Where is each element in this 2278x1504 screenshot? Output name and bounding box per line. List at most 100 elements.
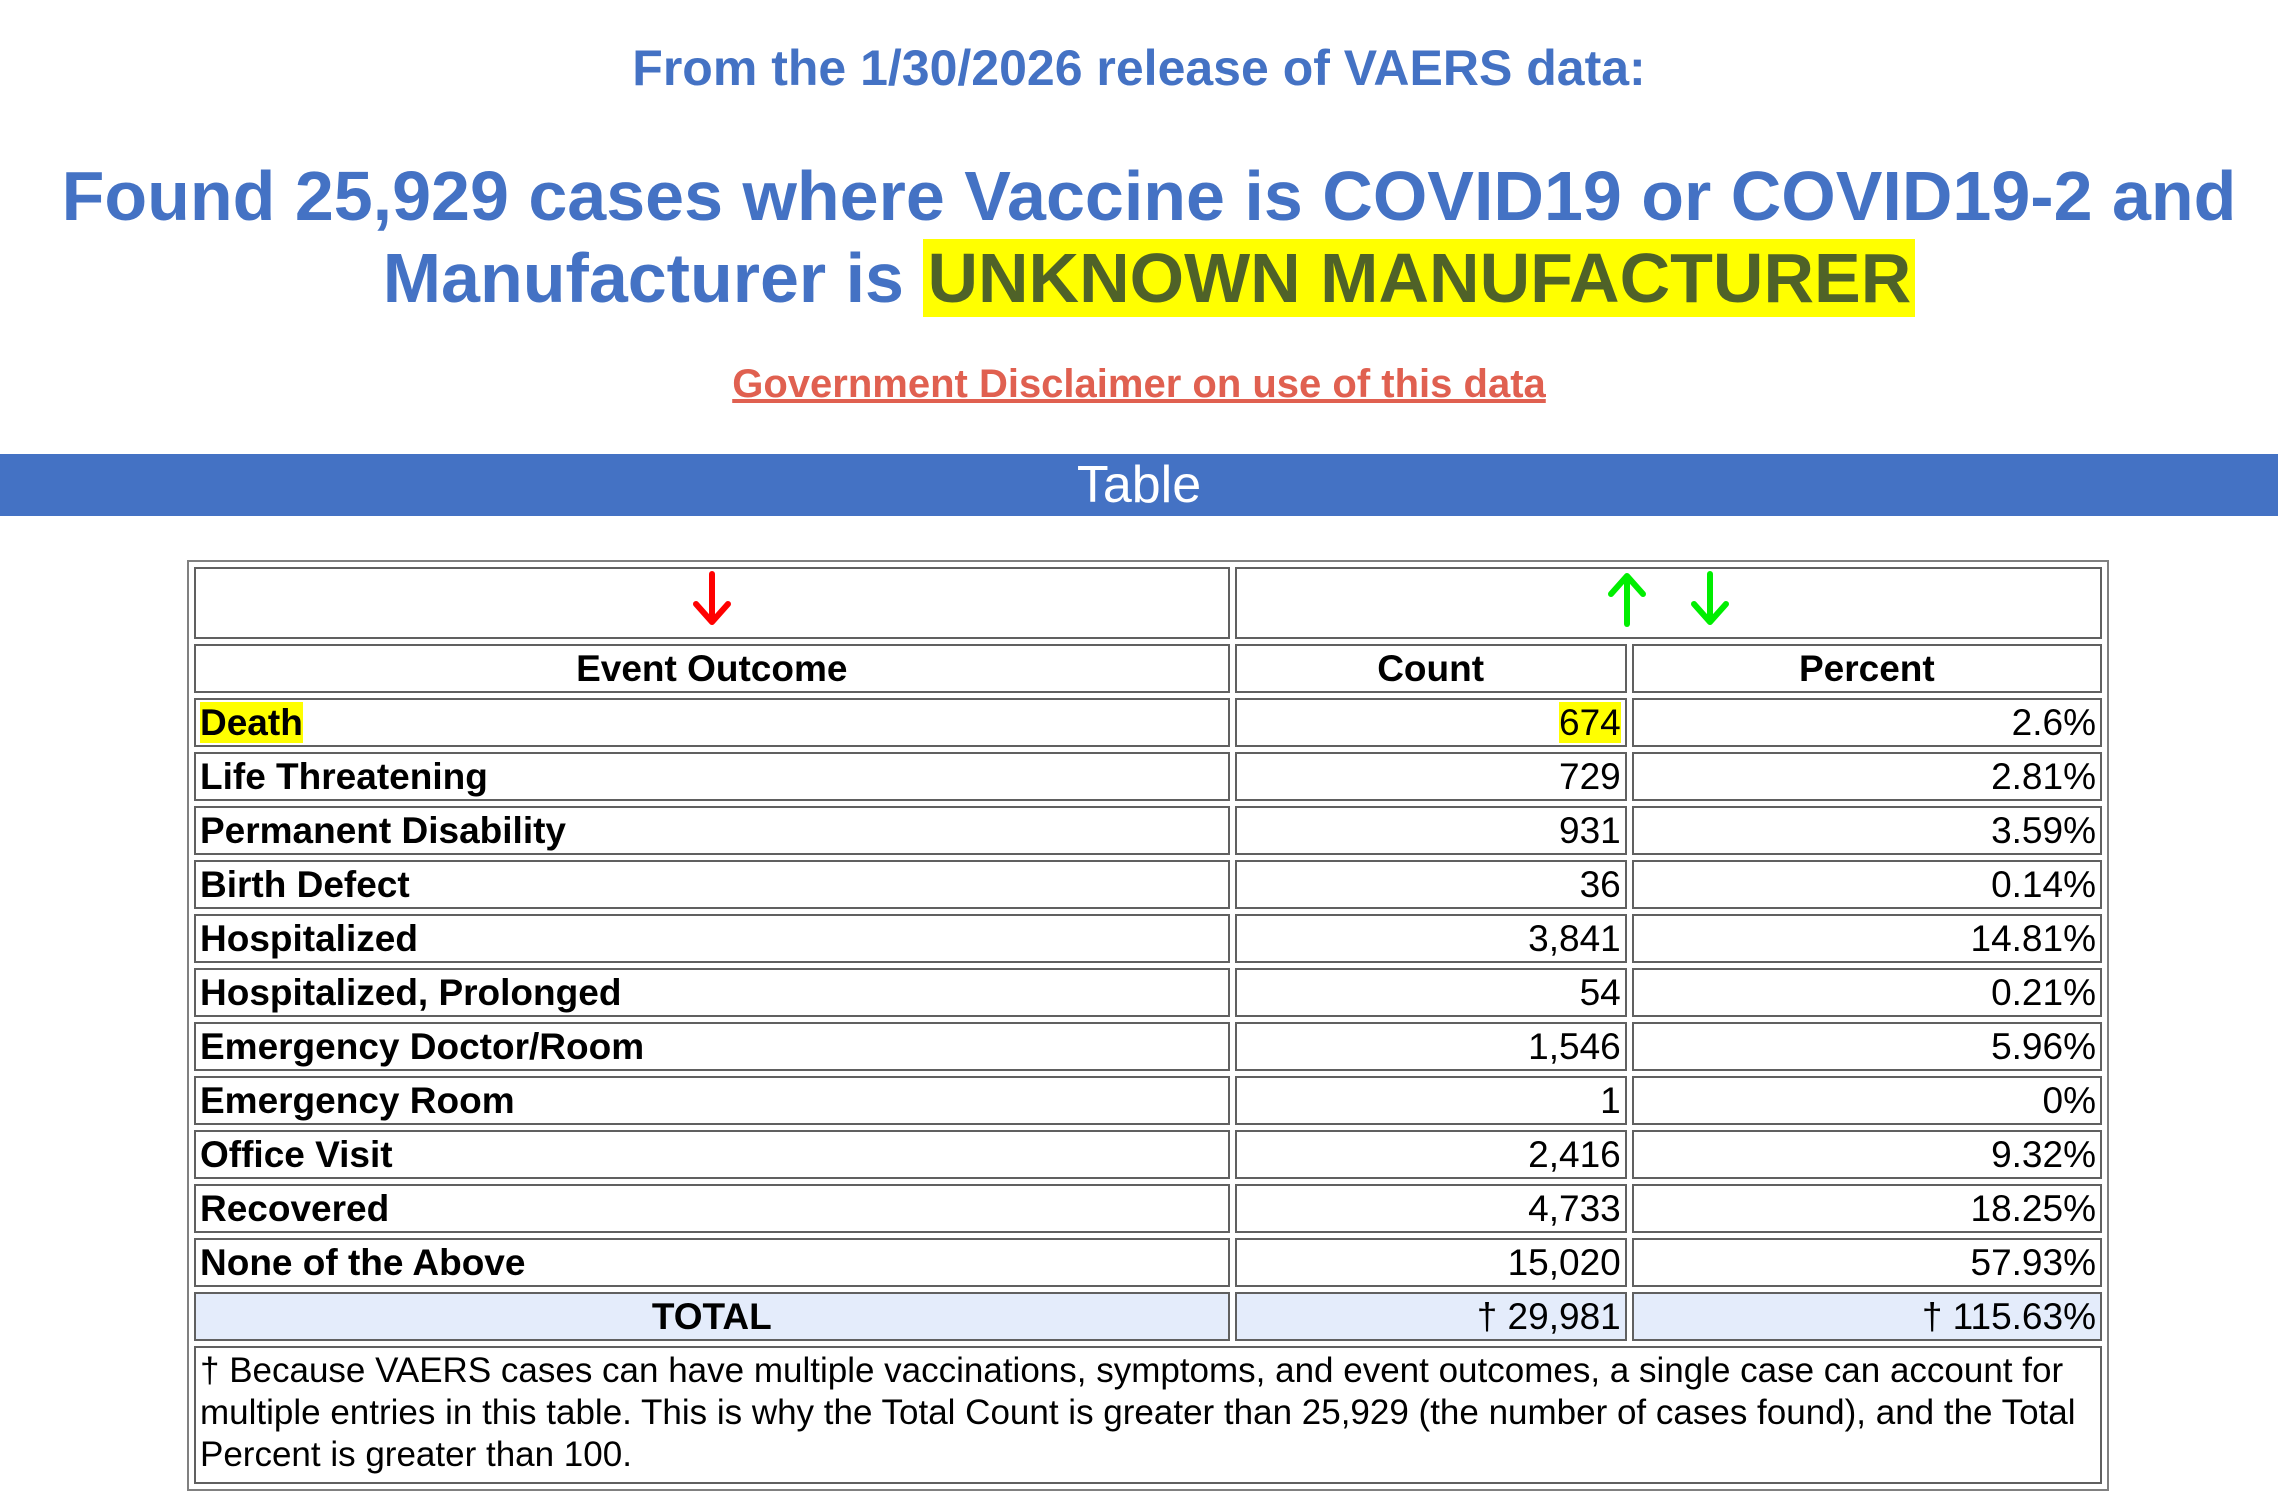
event-outcome-cell: Emergency Room xyxy=(194,1076,1230,1125)
event-outcome-cell: Hospitalized, Prolonged xyxy=(194,968,1230,1017)
percent-cell: 14.81% xyxy=(1631,914,2102,963)
total-percent: † 115.63% xyxy=(1631,1292,2102,1341)
table-row: Life Threatening 729 2.81% xyxy=(194,752,2102,801)
footnote-row: † Because VAERS cases can have multiple … xyxy=(194,1346,2102,1484)
event-outcome-cell-text: Office Visit xyxy=(200,1133,393,1175)
event-outcome-cell: Birth Defect xyxy=(194,860,1230,909)
manufacturer-label: Manufacturer is xyxy=(382,239,904,317)
count-cell-text: 15,020 xyxy=(1507,1241,1621,1283)
count-cell-text: 1 xyxy=(1600,1079,1621,1121)
found-heading-line-1: Found 25,929 cases where Vaccine is COVI… xyxy=(61,157,2237,235)
count-cell-text: 2,416 xyxy=(1528,1133,1621,1175)
percent-cell-text: 9.32% xyxy=(1991,1133,2096,1175)
count-cell: 1 xyxy=(1234,1076,1627,1125)
count-cell: 36 xyxy=(1234,860,1627,909)
count-cell: 15,020 xyxy=(1234,1238,1627,1287)
column-header-count[interactable]: Count xyxy=(1234,644,1627,693)
event-outcome-cell: None of the Above xyxy=(194,1238,1230,1287)
government-disclaimer-link[interactable]: Government Disclaimer on use of this dat… xyxy=(732,362,1546,406)
event-outcome-cell-text: Permanent Disability xyxy=(200,809,567,851)
percent-cell-text: 18.25% xyxy=(1970,1187,2097,1229)
event-outcome-table: Event Outcome Count Percent Death 674 2.6%… xyxy=(187,560,2109,1491)
percent-cell-text: 0.14% xyxy=(1991,863,2096,905)
disclaimer-container: Government Disclaimer on use of this dat… xyxy=(0,362,2278,407)
event-outcome-cell-text: Emergency Room xyxy=(200,1079,515,1121)
percent-cell-text: 3.59% xyxy=(1991,809,2096,851)
sort-controls-row xyxy=(194,567,2102,639)
event-outcome-cell: Life Threatening xyxy=(194,752,1230,801)
sort-count-cell xyxy=(1234,567,2102,639)
column-header-event-outcome[interactable]: Event Outcome xyxy=(194,644,1230,693)
red-down-arrow-icon[interactable] xyxy=(690,570,734,637)
event-outcome-cell: Permanent Disability xyxy=(194,806,1230,855)
total-row: TOTAL † 29,981 † 115.63% xyxy=(194,1292,2102,1341)
count-cell: 674 xyxy=(1234,698,1627,747)
percent-cell-text: 0.21% xyxy=(1991,971,2096,1013)
sort-outcome-cell xyxy=(194,567,1230,639)
table-row: Death 674 2.6% xyxy=(194,698,2102,747)
count-cell: 931 xyxy=(1234,806,1627,855)
percent-cell: 3.59% xyxy=(1631,806,2102,855)
event-outcome-cell: Recovered xyxy=(194,1184,1230,1233)
column-header-percent[interactable]: Percent xyxy=(1631,644,2102,693)
count-cell: 4,733 xyxy=(1234,1184,1627,1233)
green-up-arrow-icon[interactable] xyxy=(1603,570,1651,637)
percent-cell: 57.93% xyxy=(1631,1238,2102,1287)
event-outcome-cell-text: Life Threatening xyxy=(200,755,488,797)
table-row: Hospitalized 3,841 14.81% xyxy=(194,914,2102,963)
table-row: None of the Above 15,020 57.93% xyxy=(194,1238,2102,1287)
table-row: Office Visit 2,416 9.32% xyxy=(194,1130,2102,1179)
count-cell-text: 3,841 xyxy=(1528,917,1621,959)
percent-cell-text: 2.81% xyxy=(1991,755,2096,797)
table-header-row: Event Outcome Count Percent xyxy=(194,644,2102,693)
percent-cell-text: 57.93% xyxy=(1970,1241,2097,1283)
count-cell-text: 54 xyxy=(1579,971,1621,1013)
event-outcome-cell: Emergency Doctor/Room xyxy=(194,1022,1230,1071)
count-cell-text: 674 xyxy=(1559,701,1621,743)
percent-cell-text: 0% xyxy=(2042,1079,2096,1121)
event-outcome-cell: Hospitalized xyxy=(194,914,1230,963)
event-outcome-cell: Death xyxy=(194,698,1230,747)
percent-cell: 0% xyxy=(1631,1076,2102,1125)
event-outcome-cell-text: Hospitalized xyxy=(200,917,418,959)
percent-cell: 2.81% xyxy=(1631,752,2102,801)
release-heading: From the 1/30/2026 release of VAERS data… xyxy=(632,40,1646,96)
footnote-text: † Because VAERS cases can have multiple … xyxy=(194,1346,2102,1484)
table-row: Birth Defect 36 0.14% xyxy=(194,860,2102,909)
table-row: Permanent Disability 931 3.59% xyxy=(194,806,2102,855)
count-cell: 1,546 xyxy=(1234,1022,1627,1071)
event-outcome-cell-text: Emergency Doctor/Room xyxy=(200,1025,645,1067)
percent-cell-text: 5.96% xyxy=(1991,1025,2096,1067)
percent-cell: 0.21% xyxy=(1631,968,2102,1017)
percent-cell: 18.25% xyxy=(1631,1184,2102,1233)
percent-cell: 0.14% xyxy=(1631,860,2102,909)
event-outcome-cell-text: Hospitalized, Prolonged xyxy=(200,971,622,1013)
event-outcome-cell-text: Recovered xyxy=(200,1187,390,1229)
count-cell-text: 729 xyxy=(1559,755,1621,797)
table-banner: Table xyxy=(0,454,2278,516)
percent-cell: 2.6% xyxy=(1631,698,2102,747)
count-cell-text: 931 xyxy=(1559,809,1621,851)
percent-cell: 5.96% xyxy=(1631,1022,2102,1071)
percent-cell-text: 14.81% xyxy=(1970,917,2097,959)
table-row: Emergency Room 1 0% xyxy=(194,1076,2102,1125)
table-row: Recovered 4,733 18.25% xyxy=(194,1184,2102,1233)
event-outcome-cell-text: None of the Above xyxy=(200,1241,526,1283)
percent-cell: 9.32% xyxy=(1631,1130,2102,1179)
count-cell-text: 36 xyxy=(1579,863,1621,905)
event-outcome-cell: Office Visit xyxy=(194,1130,1230,1179)
found-heading: Found 25,929 cases where Vaccine is COVI… xyxy=(20,155,2278,319)
count-cell: 2,416 xyxy=(1234,1130,1627,1179)
percent-cell-text: 2.6% xyxy=(2011,701,2096,743)
table-row: Emergency Doctor/Room 1,546 5.96% xyxy=(194,1022,2102,1071)
count-cell-text: 4,733 xyxy=(1528,1187,1621,1229)
manufacturer-value-highlight: UNKNOWN MANUFACTURER xyxy=(923,239,1916,317)
green-down-arrow-icon[interactable] xyxy=(1686,570,1734,637)
event-outcome-cell-text: Birth Defect xyxy=(200,863,410,905)
table-row: Hospitalized, Prolonged 54 0.21% xyxy=(194,968,2102,1017)
count-cell: 729 xyxy=(1234,752,1627,801)
count-cell: 54 xyxy=(1234,968,1627,1017)
count-cell: 3,841 xyxy=(1234,914,1627,963)
count-cell-text: 1,546 xyxy=(1528,1025,1621,1067)
total-label: TOTAL xyxy=(194,1292,1230,1341)
